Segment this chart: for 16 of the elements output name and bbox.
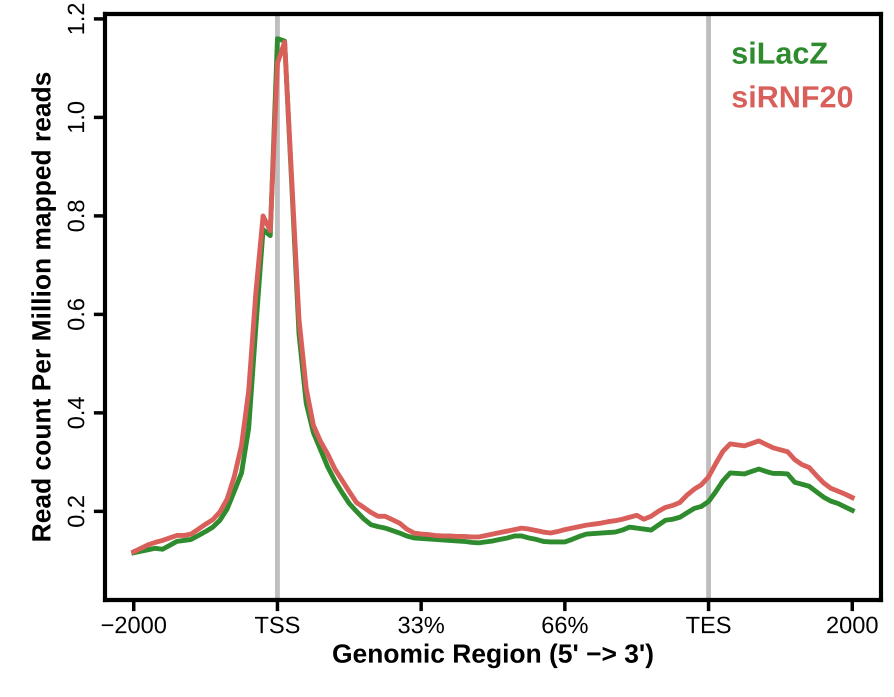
y-tick-label: 0.2	[68, 496, 84, 527]
x-tick-label: −2000	[102, 616, 166, 634]
y-axis-title: Read count Per Million mapped reads	[31, 72, 56, 541]
y-tick-label: 0.8	[68, 200, 84, 232]
x-tick-label: TES	[686, 616, 730, 634]
y-tick-label: 0.4	[68, 397, 84, 428]
x-tick-label: 66%	[542, 616, 588, 634]
x-tick-label: TSS	[255, 616, 300, 634]
text: siRNF20	[732, 85, 852, 108]
x-tick-label: 2000	[827, 616, 878, 634]
y-tick-label: 1.2	[68, 4, 84, 34]
x-tick-label: 33%	[398, 616, 444, 634]
text: siLacZ	[732, 42, 828, 64]
x-axis-title: Genomic Region (5' −> 3')	[333, 644, 653, 668]
y-tick-label: 1.0	[68, 102, 84, 132]
y-tick-label: 0.6	[68, 299, 84, 330]
